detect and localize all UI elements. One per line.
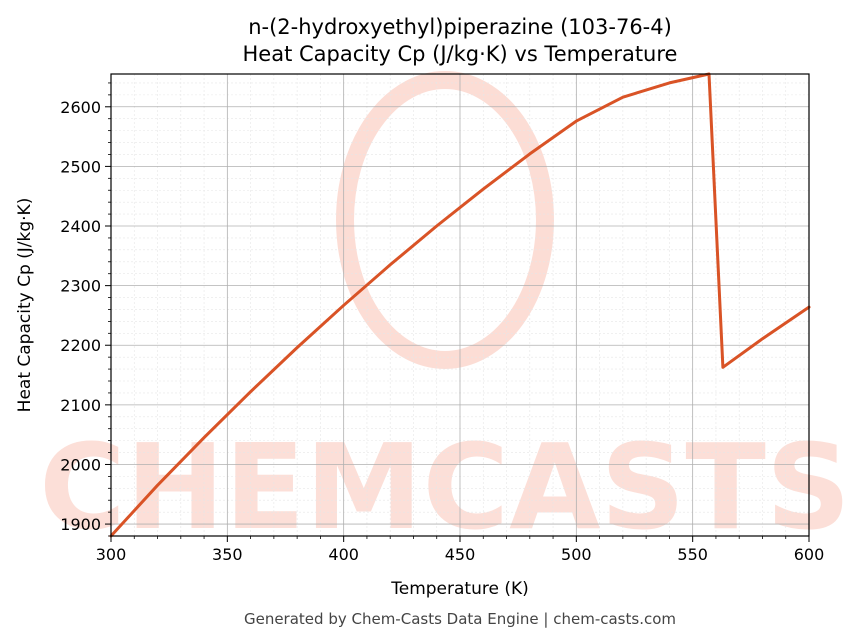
x-tick-label: 600 xyxy=(794,545,825,564)
chart-title: n-(2-hydroxyethyl)piperazine (103-76-4) xyxy=(248,15,672,39)
y-tick-label: 2000 xyxy=(60,455,101,474)
chemcasts-watermark: CHEMCASTS xyxy=(39,71,843,556)
heat-capacity-line xyxy=(109,72,811,538)
x-tick-label: 350 xyxy=(212,545,243,564)
x-tick-label: 450 xyxy=(445,545,476,564)
x-tick-label: 550 xyxy=(677,545,708,564)
x-tick-label: 400 xyxy=(328,545,359,564)
y-tick-label: 2600 xyxy=(60,98,101,117)
y-tick-label: 2200 xyxy=(60,336,101,355)
watermark-text: CHEMCASTS xyxy=(39,418,843,556)
x-tick-label: 300 xyxy=(96,545,127,564)
x-axis-label: Temperature (K) xyxy=(390,579,529,599)
y-tick-label: 1900 xyxy=(60,515,101,534)
y-tick-label: 2300 xyxy=(60,277,101,296)
series-layer xyxy=(109,72,811,538)
chart-subtitle: Heat Capacity Cp (J/kg·K) vs Temperature xyxy=(243,42,678,66)
y-axis-label: Heat Capacity Cp (J/kg·K) xyxy=(15,198,35,413)
x-tick-label: 500 xyxy=(561,545,592,564)
y-tick-label: 2100 xyxy=(60,396,101,415)
x-axis-ticks: 300 350 400 450 500 550 600 xyxy=(96,536,825,564)
y-tick-label: 2400 xyxy=(60,217,101,236)
footer-credit: Generated by Chem-Casts Data Engine | ch… xyxy=(244,610,676,628)
y-axis-ticks: 1900 2000 2100 2200 2300 2400 2500 2600 xyxy=(60,82,111,537)
major-grid xyxy=(110,74,810,536)
y-tick-label: 2500 xyxy=(60,157,101,176)
